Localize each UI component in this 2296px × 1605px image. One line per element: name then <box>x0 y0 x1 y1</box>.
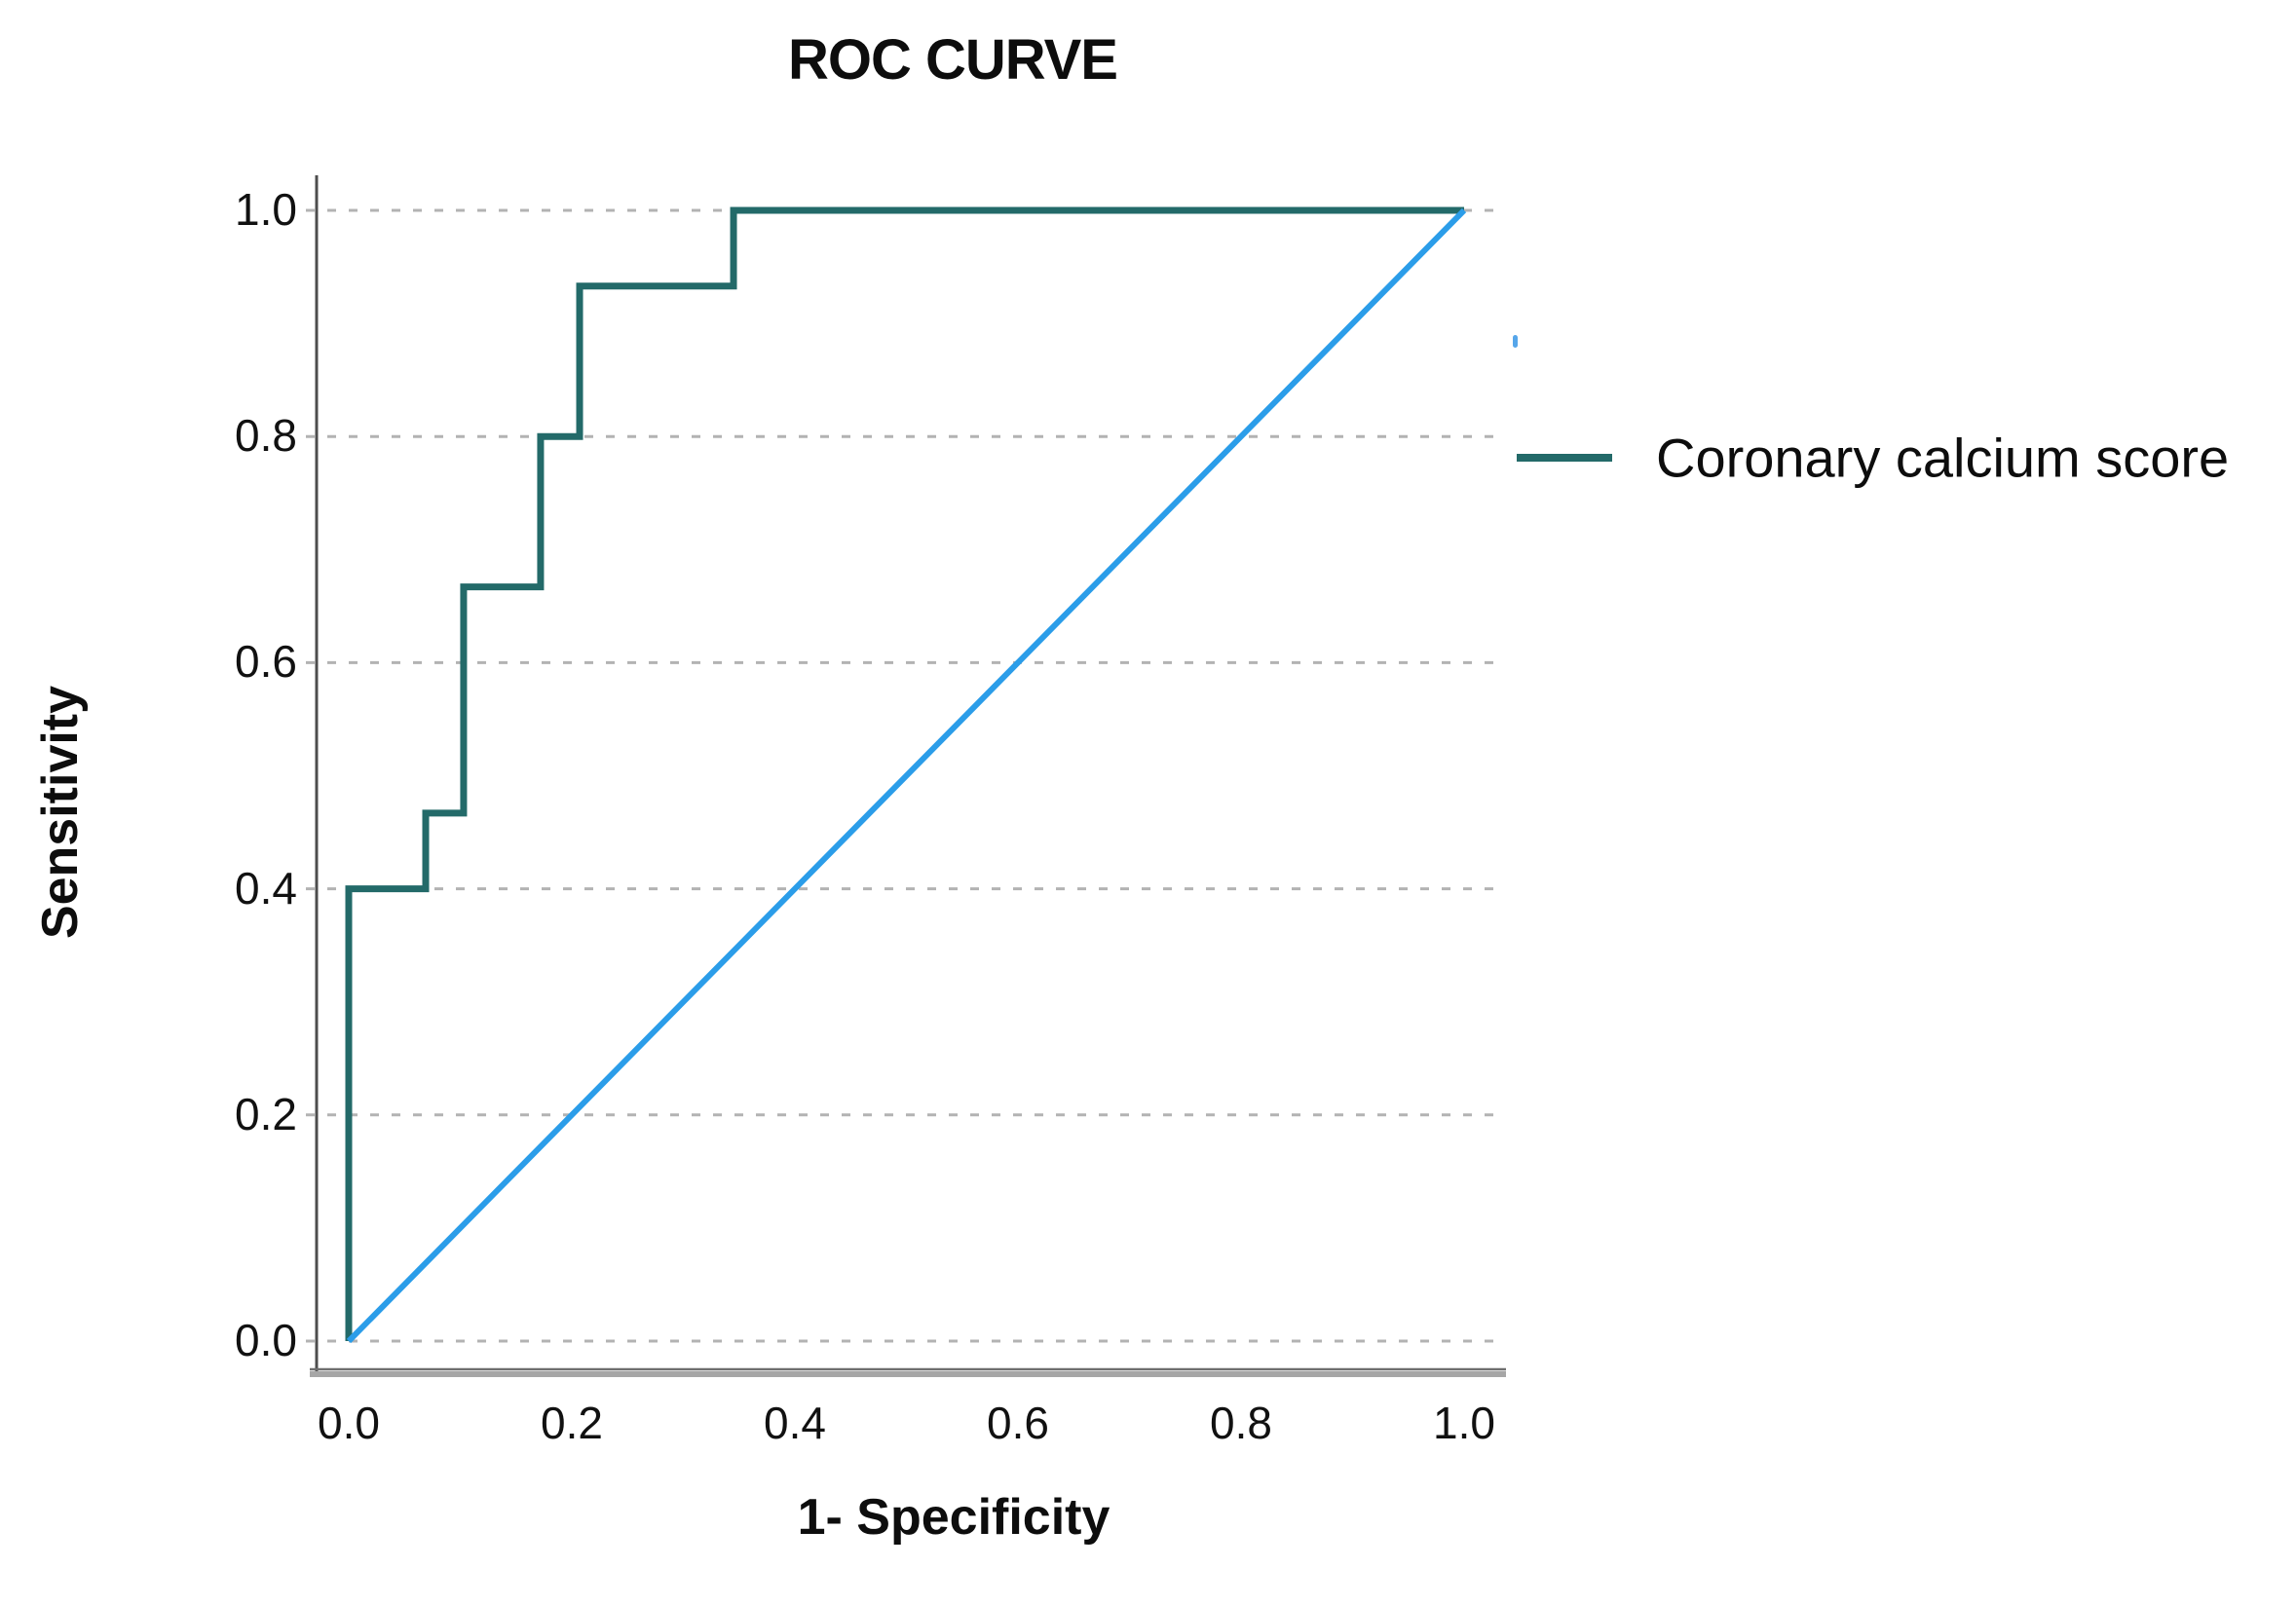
x-tick-label-0.2: 0.2 <box>541 1398 603 1448</box>
y-tick-label-0.2: 0.2 <box>235 1088 297 1139</box>
chart-title: ROC CURVE <box>788 28 1118 92</box>
legend-label: Coronary calcium score <box>1656 427 2230 489</box>
y-tick-label-0.6: 0.6 <box>235 636 297 688</box>
roc-curve-line <box>345 206 1464 1341</box>
x-tick-label-0.4: 0.4 <box>764 1398 826 1448</box>
reference-diagonal-line <box>346 207 1467 1344</box>
x-tick-label-0.0: 0.0 <box>318 1398 380 1448</box>
x-axis-title: 1- Specificity <box>797 1489 1110 1546</box>
x-tick-label-0.6: 0.6 <box>987 1398 1049 1448</box>
legend-line-swatch <box>1517 454 1612 462</box>
x-tick-label-1.0: 1.0 <box>1433 1398 1495 1448</box>
stray-blue-mark <box>1513 335 1518 348</box>
y-tick-label-0.4: 0.4 <box>235 862 297 914</box>
y-tick-label-1.0: 1.0 <box>235 183 297 235</box>
x-tick-label-0.8: 0.8 <box>1210 1398 1272 1448</box>
y-tick-label-0.0: 0.0 <box>235 1314 297 1365</box>
y-tick-label-0.8: 0.8 <box>235 410 297 462</box>
